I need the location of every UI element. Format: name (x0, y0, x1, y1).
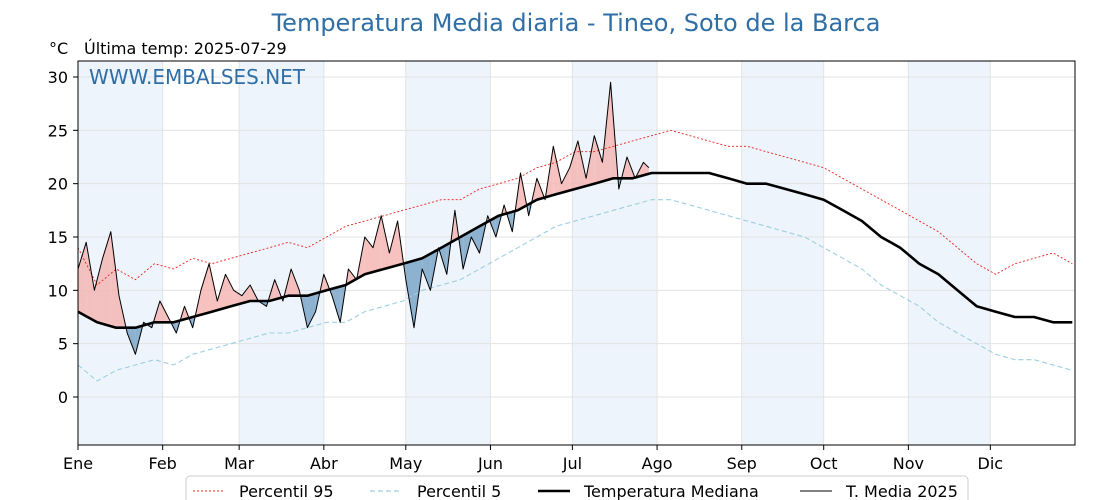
x-axis-ticks: Ene Feb Mar Abr May Jun Jul Ago Sep Oct Nov Dic (63, 445, 1003, 473)
series-line-3 (77, 81, 650, 355)
chart-title: Temperatura Media diaria - Tineo, Soto d… (271, 9, 881, 37)
anomaly-segment-0 (78, 242, 87, 317)
month-bands (78, 61, 991, 445)
x-tick-label: Mar (224, 454, 255, 473)
y-tick-label: 10 (48, 281, 68, 300)
anomaly-fills (78, 82, 649, 355)
anomaly-segment-61 (577, 141, 587, 189)
anomaly-segment-59 (561, 167, 570, 193)
anomaly-segment-16 (209, 263, 218, 313)
anomaly-segment-58 (553, 146, 562, 196)
y-tick-label: 15 (48, 228, 68, 247)
anomaly-segment-63 (594, 135, 603, 184)
anomaly-segment-64 (602, 82, 611, 182)
anomaly-segment-28 (307, 293, 316, 328)
month-band-5 (908, 61, 991, 445)
anomaly-segment-3 (102, 231, 111, 327)
series-line-2 (77, 171, 1073, 329)
x-tick-label: Ago (642, 454, 673, 473)
anomaly-segment-37 (381, 215, 390, 270)
anomaly-segment-4 (110, 231, 119, 328)
series-line-1 (77, 199, 1073, 382)
last-temp-label: Última temp: 2025-07-29 (84, 39, 287, 58)
anomaly-segment-31 (332, 286, 341, 323)
x-tick-label: Nov (893, 454, 924, 473)
y-tick-label: 25 (48, 121, 68, 140)
x-tick-label: Jul (562, 454, 582, 473)
anomaly-segment-20 (241, 285, 251, 304)
anomaly-segment-17 (217, 274, 226, 311)
anomaly-segment-10 (159, 301, 169, 323)
legend-label-p95: Percentil 95 (239, 482, 334, 500)
x-tick-label: Dic (978, 454, 1004, 473)
anomaly-segment-26 (291, 269, 300, 296)
y-tick-label: 0 (58, 388, 68, 407)
legend-label-median: Temperatura Mediana (583, 482, 759, 500)
anomaly-segment-36 (373, 215, 382, 273)
x-tick-label: Feb (149, 454, 177, 473)
series-lines (77, 81, 1073, 382)
month-band-0 (78, 61, 163, 445)
month-band-3 (572, 61, 658, 445)
anomaly-segment-1 (86, 242, 95, 321)
anomaly-segment-15 (200, 263, 210, 315)
watermark: WWW.EMBALSES.NET (89, 65, 306, 89)
legend-label-2025: T. Media 2025 (845, 482, 958, 500)
anomaly-segment-38 (389, 221, 398, 268)
plot-frame (77, 60, 1076, 446)
month-band-4 (741, 61, 824, 445)
y-tick-label: 20 (48, 175, 68, 194)
x-tick-label: May (389, 454, 422, 473)
x-tick-label: Ene (63, 454, 93, 473)
y-tick-label: 5 (58, 335, 68, 354)
anomaly-segment-2 (94, 258, 103, 324)
legend-label-p5: Percentil 5 (417, 482, 501, 500)
anomaly-segment-69 (643, 162, 649, 176)
month-band-1 (239, 61, 324, 445)
y-tick-label: 30 (48, 68, 68, 87)
anomaly-segment-35 (364, 237, 374, 275)
anomaly-segment-19 (233, 290, 242, 306)
anomaly-segment-60 (569, 141, 578, 191)
y-axis-ticks: 0 5 10 15 20 25 30 (48, 68, 78, 407)
x-tick-label: Oct (810, 454, 838, 473)
anomaly-segment-18 (225, 274, 234, 308)
grid-lines (77, 61, 1075, 445)
legend: Percentil 95 Percentil 5 Temperatura Med… (185, 475, 969, 500)
x-tick-label: Abr (310, 454, 338, 473)
anomaly-segment-48 (471, 226, 480, 253)
x-tick-label: Jun (477, 454, 503, 473)
x-tick-label: Sep (727, 454, 757, 473)
legend-box (185, 475, 969, 500)
y-unit-label: °C (49, 39, 68, 58)
anomaly-segment-40 (405, 260, 414, 328)
anomaly-segment-42 (422, 253, 431, 291)
